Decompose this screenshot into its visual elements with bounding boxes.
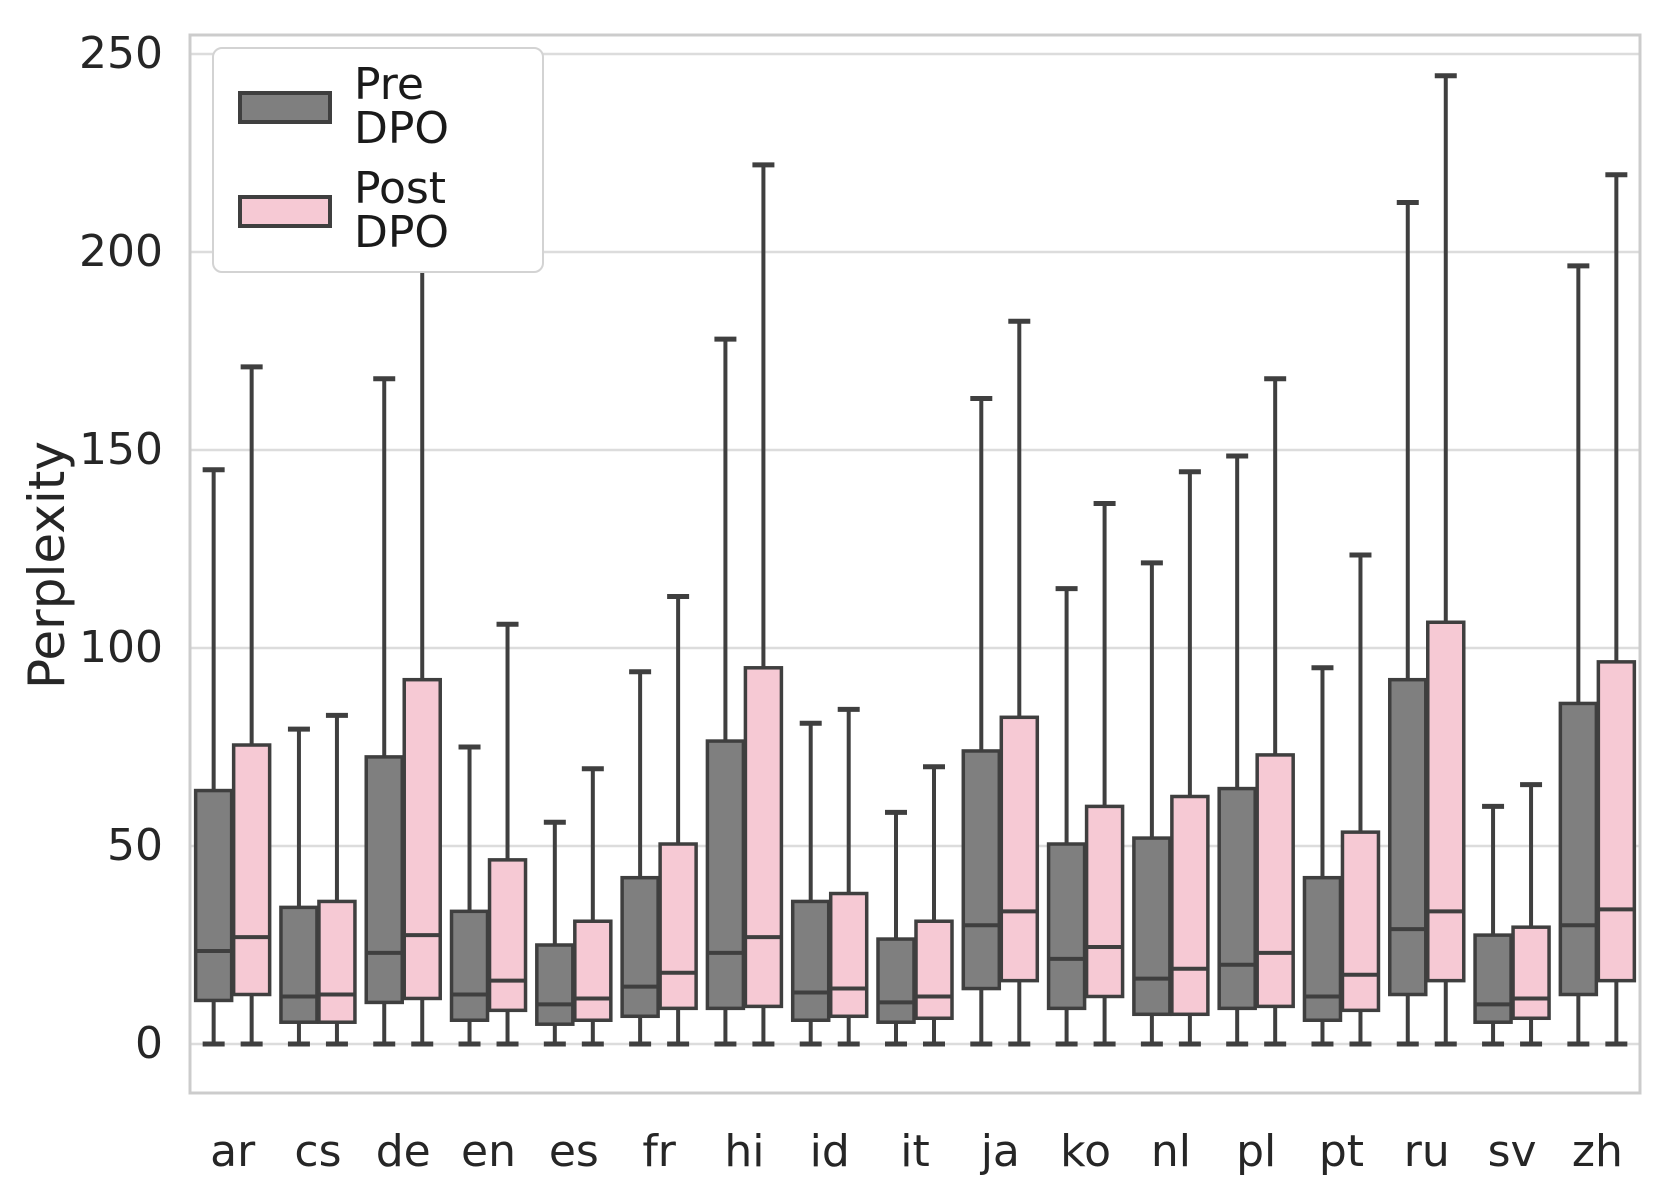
box-post-dpo-it <box>914 919 954 1021</box>
box-post-dpo-ru <box>1426 620 1466 983</box>
legend-swatch-post-dpo-icon <box>238 194 332 228</box>
box-post-dpo-ar <box>231 743 272 997</box>
x-tick-label-pt: pt <box>1318 1126 1365 1177</box>
box-pre-dpo-zh <box>1558 701 1599 997</box>
box-pre-dpo-it <box>876 937 916 1024</box>
box-post-dpo-nl <box>1170 794 1210 1017</box>
y-axis-title: Perplexity <box>18 441 76 689</box>
x-tick-label-de: de <box>375 1126 431 1177</box>
box-pre-dpo-es <box>535 943 575 1026</box>
x-tick-label-zh: zh <box>1571 1126 1623 1177</box>
x-tick-label-en: en <box>461 1126 516 1177</box>
box-pre-dpo-ar <box>193 788 234 1003</box>
x-tick-label-ja: ja <box>980 1126 1020 1177</box>
x-tick-label-nl: nl <box>1150 1126 1191 1177</box>
x-tick-label-id: id <box>809 1126 850 1177</box>
box-pre-dpo-ko <box>1046 842 1087 1011</box>
y-tick-label-100: 100 <box>79 622 163 673</box>
box-post-dpo-zh <box>1596 660 1637 983</box>
box-pre-dpo-cs <box>279 905 319 1024</box>
box-pre-dpo-pt <box>1302 875 1343 1022</box>
box-post-dpo-ko <box>1084 804 1125 999</box>
x-tick-label-hi: hi <box>724 1126 765 1177</box>
y-tick-label-200: 200 <box>79 226 163 277</box>
box-pre-dpo-sv <box>1473 933 1513 1024</box>
x-tick-label-pl: pl <box>1236 1126 1277 1177</box>
legend-item-pre-dpo: Pre DPO <box>238 63 522 151</box>
box-pre-dpo-nl <box>1132 836 1172 1017</box>
x-tick-label-es: es <box>548 1126 599 1177</box>
box-post-dpo-hi <box>743 666 784 1009</box>
x-tick-label-ru: ru <box>1403 1126 1450 1177</box>
legend-label-post-dpo: Post DPO <box>354 163 450 258</box>
y-tick-label-250: 250 <box>79 28 163 79</box>
legend-swatch-pre-dpo-icon <box>238 90 332 124</box>
y-tick-label-50: 50 <box>107 820 163 871</box>
box-post-dpo-fr <box>658 842 698 1011</box>
y-tick-label-150: 150 <box>79 424 163 475</box>
box-pre-dpo-hi <box>705 739 746 1011</box>
y-tick-label-0: 0 <box>135 1018 163 1069</box>
box-pre-dpo-pl <box>1217 786 1257 1011</box>
legend: Pre DPO Post DPO <box>212 47 544 273</box>
box-post-dpo-sv <box>1511 925 1551 1021</box>
box-pre-dpo-fr <box>620 875 660 1019</box>
x-tick-label-cs: cs <box>294 1126 342 1177</box>
box-post-dpo-es <box>573 919 613 1022</box>
box-pre-dpo-id <box>790 899 831 1022</box>
box-pre-dpo-en <box>449 909 490 1022</box>
box-pre-dpo-de <box>364 755 404 1005</box>
legend-label-pre-dpo: Pre DPO <box>354 59 450 154</box>
box-pre-dpo-ru <box>1388 677 1428 997</box>
box-post-dpo-pt <box>1340 830 1381 1013</box>
x-tick-label-fr: fr <box>642 1126 676 1177</box>
box-post-dpo-en <box>487 858 528 1013</box>
x-tick-label-ar: ar <box>210 1126 256 1177</box>
box-post-dpo-cs <box>317 899 357 1024</box>
box-pre-dpo-ja <box>961 749 1002 991</box>
legend-item-post-dpo: Post DPO <box>238 167 522 255</box>
x-tick-label-it: it <box>900 1126 930 1177</box>
box-post-dpo-de <box>402 677 442 1001</box>
x-tick-label-ko: ko <box>1060 1126 1111 1177</box>
box-post-dpo-pl <box>1255 753 1295 1009</box>
x-tick-label-sv: sv <box>1487 1126 1537 1177</box>
box-post-dpo-id <box>828 891 869 1019</box>
axes-frame <box>188 33 1642 1095</box>
box-post-dpo-ja <box>999 715 1040 983</box>
